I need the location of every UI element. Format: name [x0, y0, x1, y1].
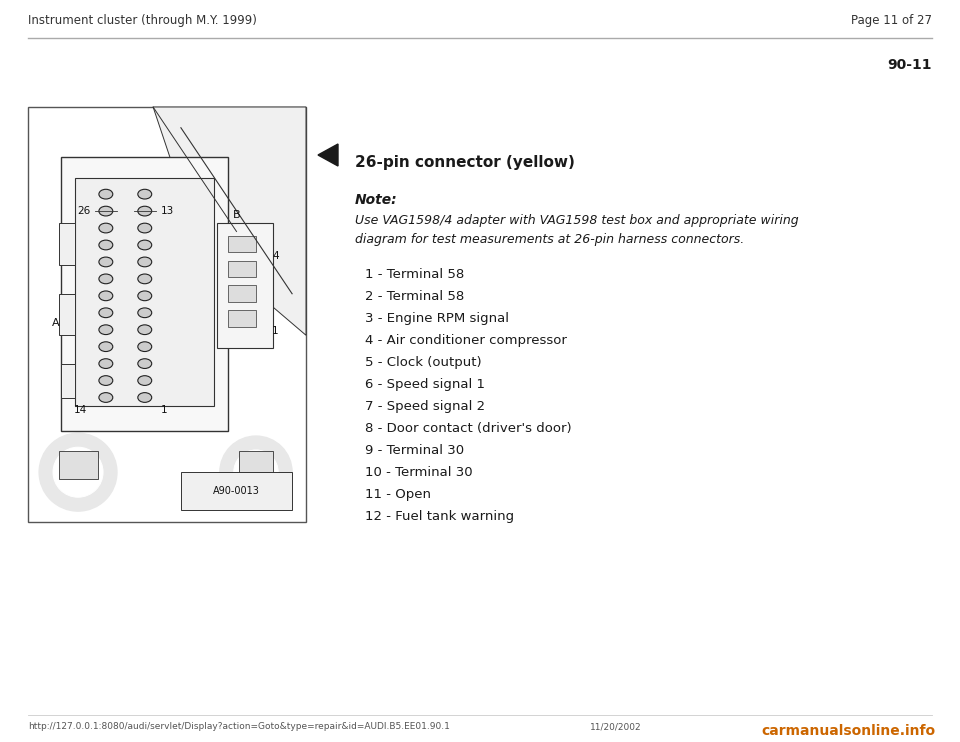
Text: 3 - Engine RPM signal: 3 - Engine RPM signal	[365, 312, 509, 325]
Bar	[180, 472, 292, 510]
Text: 90-11: 90-11	[887, 58, 932, 72]
Ellipse shape	[99, 206, 112, 216]
Text: 26: 26	[77, 206, 90, 216]
Ellipse shape	[99, 375, 112, 385]
Ellipse shape	[138, 274, 152, 283]
Bar	[228, 236, 256, 252]
Ellipse shape	[138, 223, 152, 233]
Text: 1: 1	[272, 326, 278, 336]
Bar	[228, 260, 256, 278]
Text: 11/20/2002: 11/20/2002	[590, 722, 641, 731]
Circle shape	[53, 447, 103, 497]
Bar	[59, 451, 98, 479]
Ellipse shape	[138, 342, 152, 352]
Text: Note:: Note:	[355, 193, 397, 207]
Circle shape	[220, 436, 292, 508]
Ellipse shape	[99, 274, 112, 283]
Bar	[59, 223, 75, 265]
Ellipse shape	[99, 189, 112, 199]
Text: carmanualsonline.info: carmanualsonline.info	[761, 724, 935, 738]
Ellipse shape	[138, 240, 152, 250]
Ellipse shape	[99, 223, 112, 233]
Ellipse shape	[99, 308, 112, 318]
Text: Use VAG1598/4 adapter with VAG1598 test box and appropriate wiring
diagram for t: Use VAG1598/4 adapter with VAG1598 test …	[355, 214, 799, 246]
Text: A: A	[52, 318, 60, 328]
Text: 14: 14	[74, 405, 87, 415]
Bar	[61, 364, 75, 398]
Circle shape	[233, 450, 278, 494]
Ellipse shape	[138, 189, 152, 199]
Ellipse shape	[138, 393, 152, 402]
Text: 13: 13	[160, 206, 174, 216]
Text: 4: 4	[272, 252, 278, 261]
Text: 26-pin connector (yellow): 26-pin connector (yellow)	[355, 155, 575, 170]
Ellipse shape	[99, 257, 112, 267]
Text: A90-0013: A90-0013	[213, 486, 260, 496]
Ellipse shape	[138, 308, 152, 318]
Text: 11 - Open: 11 - Open	[365, 488, 431, 501]
Text: Instrument cluster (through M.Y. 1999): Instrument cluster (through M.Y. 1999)	[28, 14, 257, 27]
Bar	[217, 223, 273, 348]
Polygon shape	[318, 144, 338, 166]
Text: 5 - Clock (output): 5 - Clock (output)	[365, 356, 482, 369]
Ellipse shape	[138, 291, 152, 301]
Ellipse shape	[99, 240, 112, 250]
Ellipse shape	[99, 325, 112, 335]
Text: 8 - Door contact (driver's door): 8 - Door contact (driver's door)	[365, 422, 571, 435]
Text: 1: 1	[161, 405, 168, 415]
Bar	[28, 107, 306, 522]
Text: 6 - Speed signal 1: 6 - Speed signal 1	[365, 378, 485, 391]
Bar	[228, 286, 256, 302]
Text: http://127.0.0.1:8080/audi/servlet/Display?action=Goto&type=repair&id=AUDI.B5.EE: http://127.0.0.1:8080/audi/servlet/Displ…	[28, 722, 450, 731]
Ellipse shape	[138, 257, 152, 267]
Text: B: B	[232, 210, 240, 220]
Text: 10 - Terminal 30: 10 - Terminal 30	[365, 466, 472, 479]
Polygon shape	[153, 107, 306, 335]
Bar	[228, 310, 256, 327]
Ellipse shape	[138, 206, 152, 216]
Ellipse shape	[99, 358, 112, 369]
Ellipse shape	[138, 375, 152, 385]
Text: 7 - Speed signal 2: 7 - Speed signal 2	[365, 400, 485, 413]
Ellipse shape	[99, 393, 112, 402]
Bar	[61, 157, 228, 430]
Ellipse shape	[99, 342, 112, 352]
Bar	[239, 451, 273, 476]
Bar	[59, 294, 75, 335]
Text: 12 - Fuel tank warning: 12 - Fuel tank warning	[365, 510, 515, 523]
Text: 1 - Terminal 58: 1 - Terminal 58	[365, 268, 465, 281]
Circle shape	[39, 433, 117, 511]
Ellipse shape	[138, 325, 152, 335]
Ellipse shape	[138, 358, 152, 369]
Ellipse shape	[99, 291, 112, 301]
Text: 4 - Air conditioner compressor: 4 - Air conditioner compressor	[365, 334, 566, 347]
Text: Page 11 of 27: Page 11 of 27	[851, 14, 932, 27]
Text: 2 - Terminal 58: 2 - Terminal 58	[365, 290, 465, 303]
Text: 9 - Terminal 30: 9 - Terminal 30	[365, 444, 464, 457]
Bar	[75, 177, 214, 406]
